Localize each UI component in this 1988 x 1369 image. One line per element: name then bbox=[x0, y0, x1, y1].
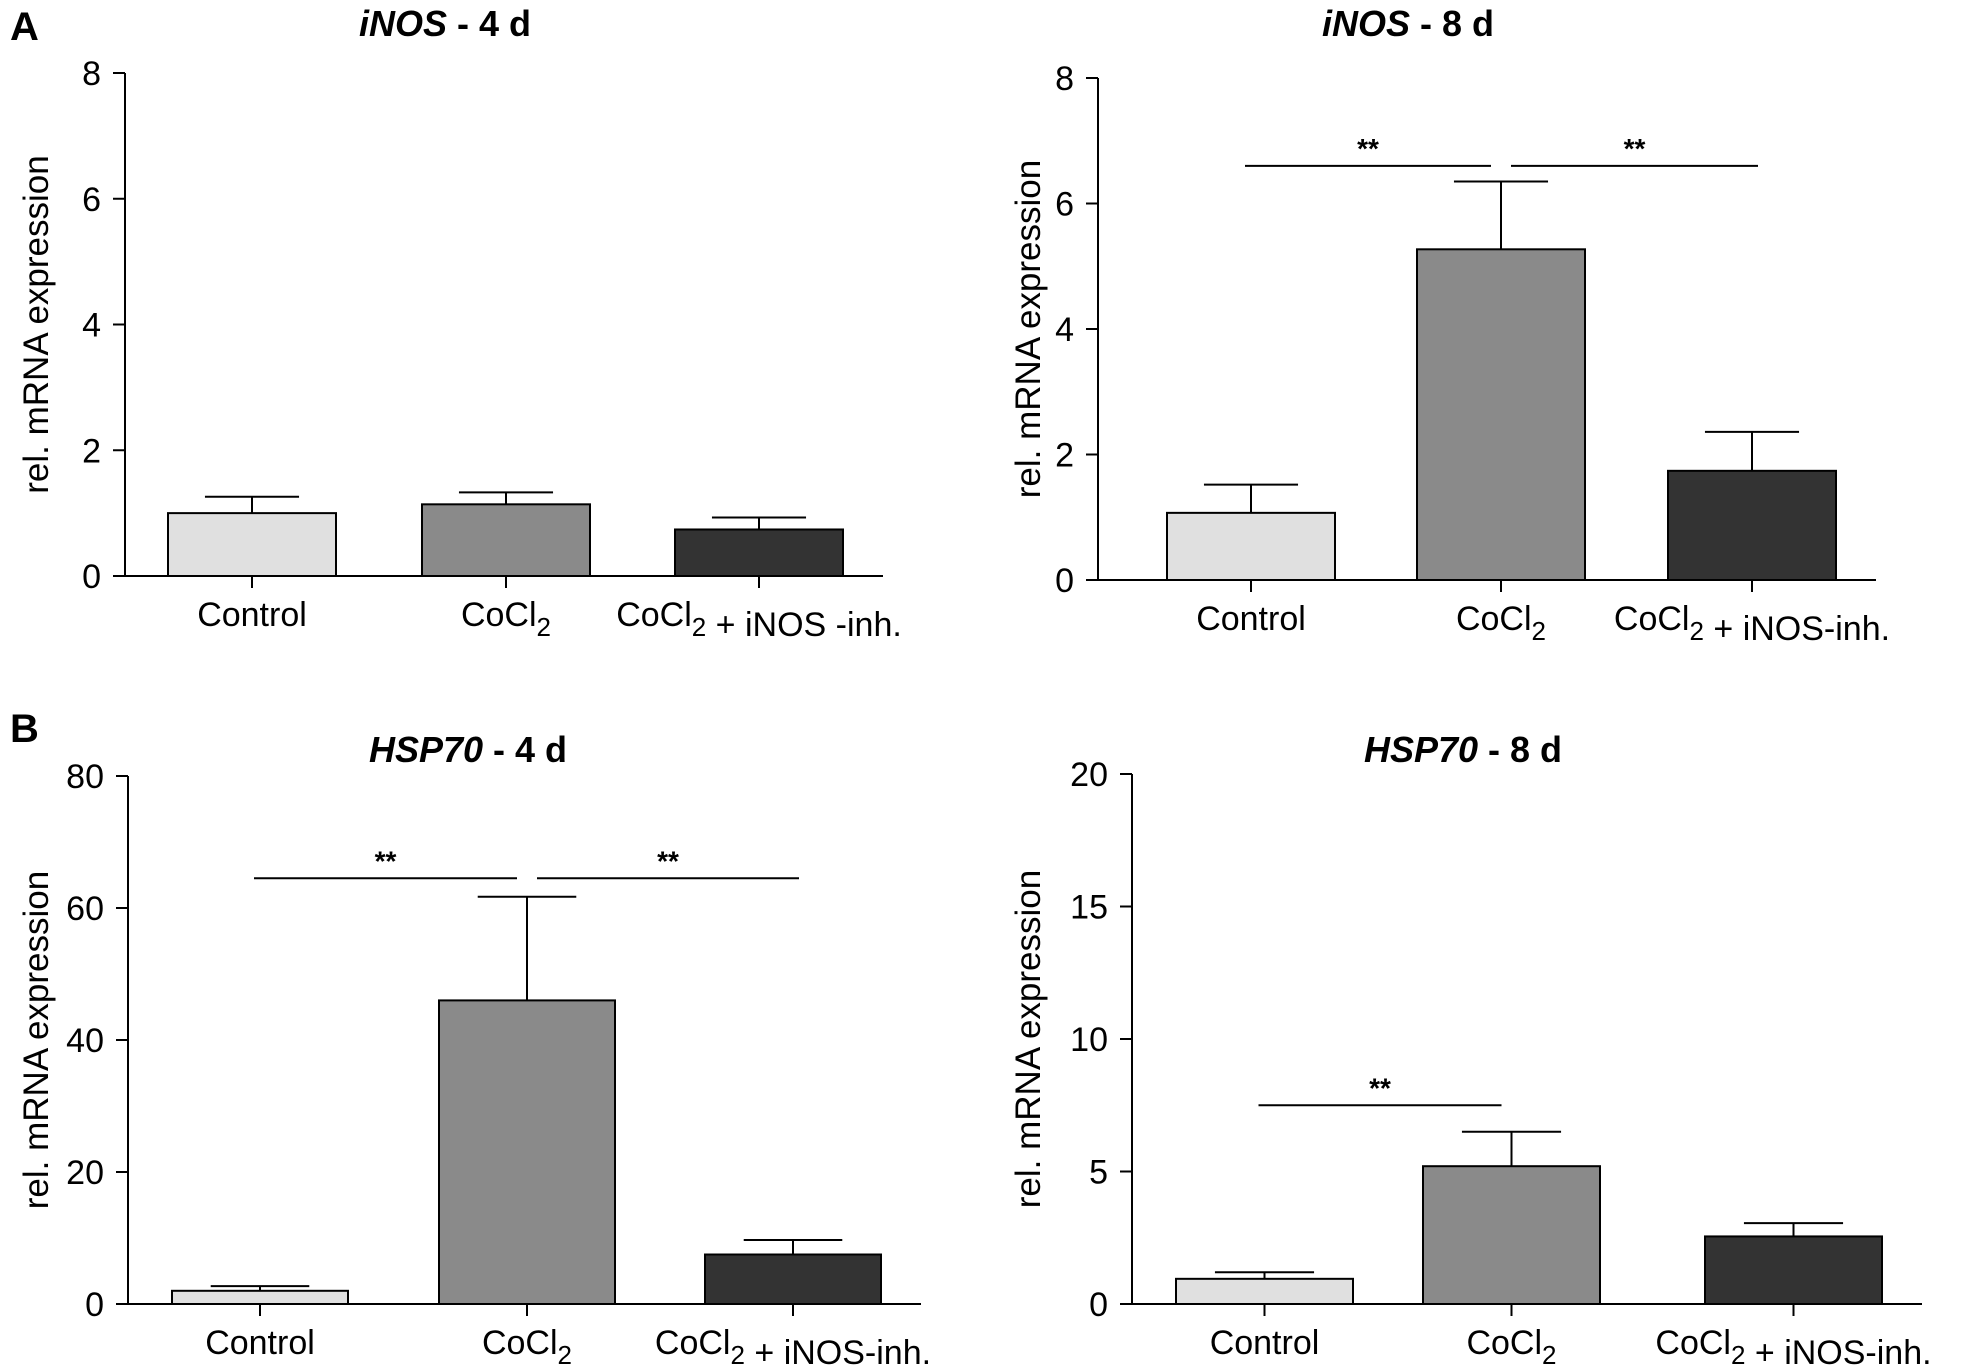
x-tick-label: CoCl2 + iNOS-inh. bbox=[655, 1324, 931, 1369]
y-tick-label: 15 bbox=[1070, 889, 1108, 927]
y-tick-label: 4 bbox=[1055, 311, 1074, 349]
y-tick-label: 0 bbox=[82, 558, 101, 596]
panel-letter-a: A bbox=[10, 5, 39, 49]
chart-title: iNOS - 8 d bbox=[1322, 3, 1494, 44]
x-tick-label: Control bbox=[197, 596, 307, 634]
chart-hsp70-4d: HSP70 - 4 d rel. mRNA expression 0 20 40 60 80… bbox=[17, 729, 931, 1369]
significance-label: ** bbox=[1369, 1072, 1391, 1103]
x-tick-label: CoCl2 + iNOS -inh. bbox=[616, 596, 902, 644]
chart-title: HSP70 - 8 d bbox=[1364, 729, 1562, 770]
y-axis-title: rel. mRNA expression bbox=[17, 155, 56, 493]
y-axis-title: rel. mRNA expression bbox=[1009, 870, 1048, 1208]
chart-hsp70-8d: HSP70 - 8 d rel. mRNA expression 0 5 10 15 20 C… bbox=[1009, 729, 1932, 1369]
bar bbox=[167, 512, 337, 577]
x-tick-label: CoCl2 + iNOS-inh. bbox=[1655, 1324, 1931, 1369]
y-tick-label: 20 bbox=[1070, 756, 1108, 794]
significance-label: ** bbox=[375, 845, 397, 876]
bar bbox=[1175, 1277, 1354, 1305]
y-tick-label: 80 bbox=[66, 758, 104, 796]
y-tick-label: 2 bbox=[1055, 437, 1074, 475]
significance-label: ** bbox=[1624, 133, 1646, 164]
y-tick-label: 60 bbox=[66, 890, 104, 928]
y-tick-label: 40 bbox=[66, 1022, 104, 1060]
bar bbox=[421, 503, 591, 578]
x-tick-label: CoCl2 bbox=[1466, 1324, 1556, 1369]
bar bbox=[704, 1253, 882, 1305]
bar bbox=[438, 999, 616, 1306]
chart-inos-8d: iNOS - 8 d rel. mRNA expression 0 2 4 6 8 Contr… bbox=[1009, 3, 1890, 648]
y-tick-label: 4 bbox=[82, 307, 101, 345]
y-tick-label: 10 bbox=[1070, 1021, 1108, 1059]
panel-letter-b: B bbox=[10, 707, 39, 751]
bar bbox=[1416, 248, 1586, 581]
y-tick-label: 0 bbox=[85, 1286, 104, 1324]
x-tick-label: CoCl2 + iNOS-inh. bbox=[1614, 600, 1890, 648]
bar bbox=[1422, 1165, 1601, 1305]
bar bbox=[674, 528, 844, 577]
chart-title: iNOS - 4 d bbox=[359, 3, 531, 44]
y-axis-title: rel. mRNA expression bbox=[1009, 160, 1048, 498]
x-tick-label: CoCl2 bbox=[461, 596, 551, 642]
x-tick-label: Control bbox=[205, 1324, 315, 1362]
y-tick-label: 6 bbox=[82, 181, 101, 219]
y-tick-label: 20 bbox=[66, 1154, 104, 1192]
y-axis-title: rel. mRNA expression bbox=[17, 871, 56, 1209]
x-tick-label: CoCl2 bbox=[1456, 600, 1546, 646]
x-tick-label: CoCl2 bbox=[482, 1324, 572, 1369]
y-tick-label: 6 bbox=[1055, 186, 1074, 224]
chart-inos-4d: iNOS - 4 d rel. mRNA expression 0 2 4 6 8 Contr… bbox=[17, 3, 902, 644]
significance-label: ** bbox=[1357, 133, 1379, 164]
significance-label: ** bbox=[657, 845, 679, 876]
y-tick-label: 8 bbox=[1055, 60, 1074, 98]
y-tick-label: 0 bbox=[1055, 562, 1074, 600]
y-tick-label: 5 bbox=[1089, 1154, 1108, 1192]
y-tick-label: 2 bbox=[82, 432, 101, 470]
x-tick-label: Control bbox=[1196, 600, 1306, 638]
bar bbox=[1704, 1235, 1883, 1306]
y-tick-label: 0 bbox=[1089, 1286, 1108, 1324]
bar bbox=[1166, 511, 1336, 581]
y-tick-label: 8 bbox=[82, 55, 101, 93]
chart-title: HSP70 - 4 d bbox=[369, 729, 567, 770]
bar bbox=[171, 1289, 349, 1306]
x-tick-label: Control bbox=[1210, 1324, 1320, 1362]
bar bbox=[1667, 469, 1837, 581]
